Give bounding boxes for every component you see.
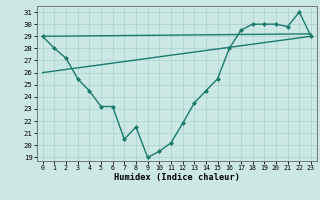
X-axis label: Humidex (Indice chaleur): Humidex (Indice chaleur) <box>114 173 240 182</box>
